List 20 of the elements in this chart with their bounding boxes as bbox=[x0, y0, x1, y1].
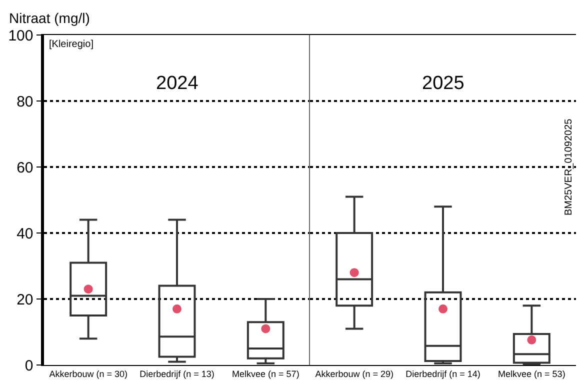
point bbox=[261, 324, 270, 334]
text: 2025 bbox=[422, 73, 464, 94]
x-tick-label: Melkvee (n = 57) bbox=[232, 368, 300, 379]
y-tick-label: 80 bbox=[16, 93, 34, 110]
y-axis-title: Nitraat (mg/l) bbox=[9, 10, 90, 26]
y-tick-label: 20 bbox=[16, 291, 34, 308]
x-tick-label: Melkvee (n = 53) bbox=[498, 368, 566, 379]
annotation: BM25VER_01092025 bbox=[564, 118, 574, 216]
text: 2024 bbox=[156, 73, 199, 94]
point bbox=[84, 284, 93, 294]
y-tick-label: 0 bbox=[24, 357, 34, 374]
y-tick-label: 60 bbox=[16, 159, 34, 176]
y-tick-label: 40 bbox=[16, 225, 34, 242]
x-tick-label: Akkerbouw (n = 29) bbox=[315, 368, 394, 379]
annotation: [Kleiregio] bbox=[49, 39, 94, 50]
y-tick-label: 100 bbox=[8, 27, 34, 44]
x-tick-label: Dierbedrijf (n = 14) bbox=[406, 368, 480, 379]
point bbox=[172, 304, 182, 314]
x-tick-label: Akkerbouw (n = 30) bbox=[49, 368, 128, 379]
x-tick-label: Dierbedrijf (n = 13) bbox=[140, 368, 214, 379]
